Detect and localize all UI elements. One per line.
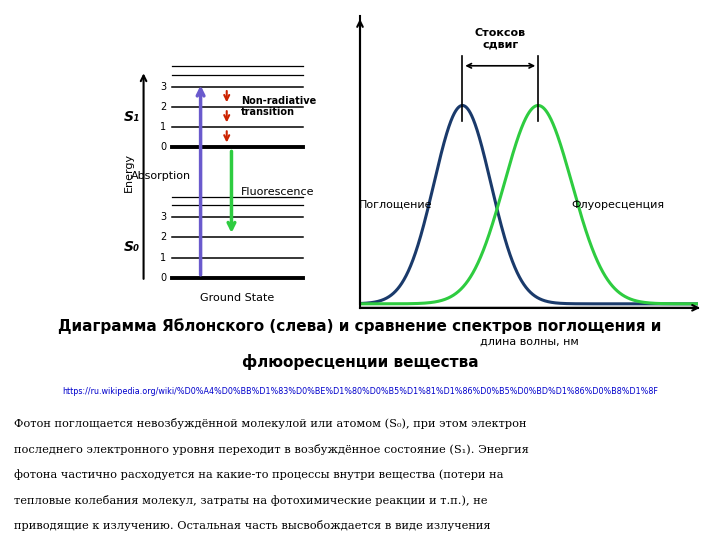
Text: https://ru.wikipedia.org/wiki/%D0%A4%D0%BB%D1%83%D0%BE%D1%80%D0%B5%D1%81%D1%86%D: https://ru.wikipedia.org/wiki/%D0%A4%D0%… — [62, 387, 658, 396]
Text: приводящие к излучению. Остальная часть высвобождается в виде излучения: приводящие к излучению. Остальная часть … — [14, 520, 491, 531]
Text: 3: 3 — [160, 212, 166, 222]
Text: Ground State: Ground State — [200, 293, 274, 303]
Text: 2: 2 — [160, 102, 166, 112]
Text: длина волны, нм: длина волны, нм — [480, 337, 579, 347]
Text: фотона частично расходуется на какие-то процессы внутри вещества (потери на: фотона частично расходуется на какие-то … — [14, 469, 504, 480]
Text: флюоресценции вещества: флюоресценции вещества — [242, 354, 478, 370]
Text: Fluorescence: Fluorescence — [241, 187, 315, 197]
Text: 1: 1 — [160, 253, 166, 262]
Text: S₁: S₁ — [124, 110, 140, 124]
Text: 1: 1 — [160, 122, 166, 132]
Text: последнего электронного уровня переходит в возбуждённое состояние (S₁). Энергия: последнего электронного уровня переходит… — [14, 444, 529, 455]
Text: Absorption: Absorption — [131, 171, 191, 181]
Text: Флуоресценция: Флуоресценция — [572, 200, 665, 210]
Text: Energy: Energy — [125, 152, 135, 192]
Text: Диаграмма Яблонского (слева) и сравнение спектров поглощения и: Диаграмма Яблонского (слева) и сравнение… — [58, 319, 662, 334]
Text: 2: 2 — [160, 232, 166, 242]
Text: тепловые колебания молекул, затраты на фотохимические реакции и т.п.), не: тепловые колебания молекул, затраты на ф… — [14, 495, 488, 505]
Text: S₀: S₀ — [124, 240, 140, 254]
Text: Non-radiative
transition: Non-radiative transition — [241, 96, 316, 118]
Text: 3: 3 — [160, 82, 166, 92]
Text: Поглощение: Поглощение — [359, 200, 433, 210]
Text: Фотон поглощается невозбуждённой молекулой или атомом (S₀), при этом электрон: Фотон поглощается невозбуждённой молекул… — [14, 418, 527, 429]
Text: Стоксов
сдвиг: Стоксов сдвиг — [474, 28, 526, 50]
Text: 0: 0 — [160, 142, 166, 152]
Text: 0: 0 — [160, 273, 166, 282]
